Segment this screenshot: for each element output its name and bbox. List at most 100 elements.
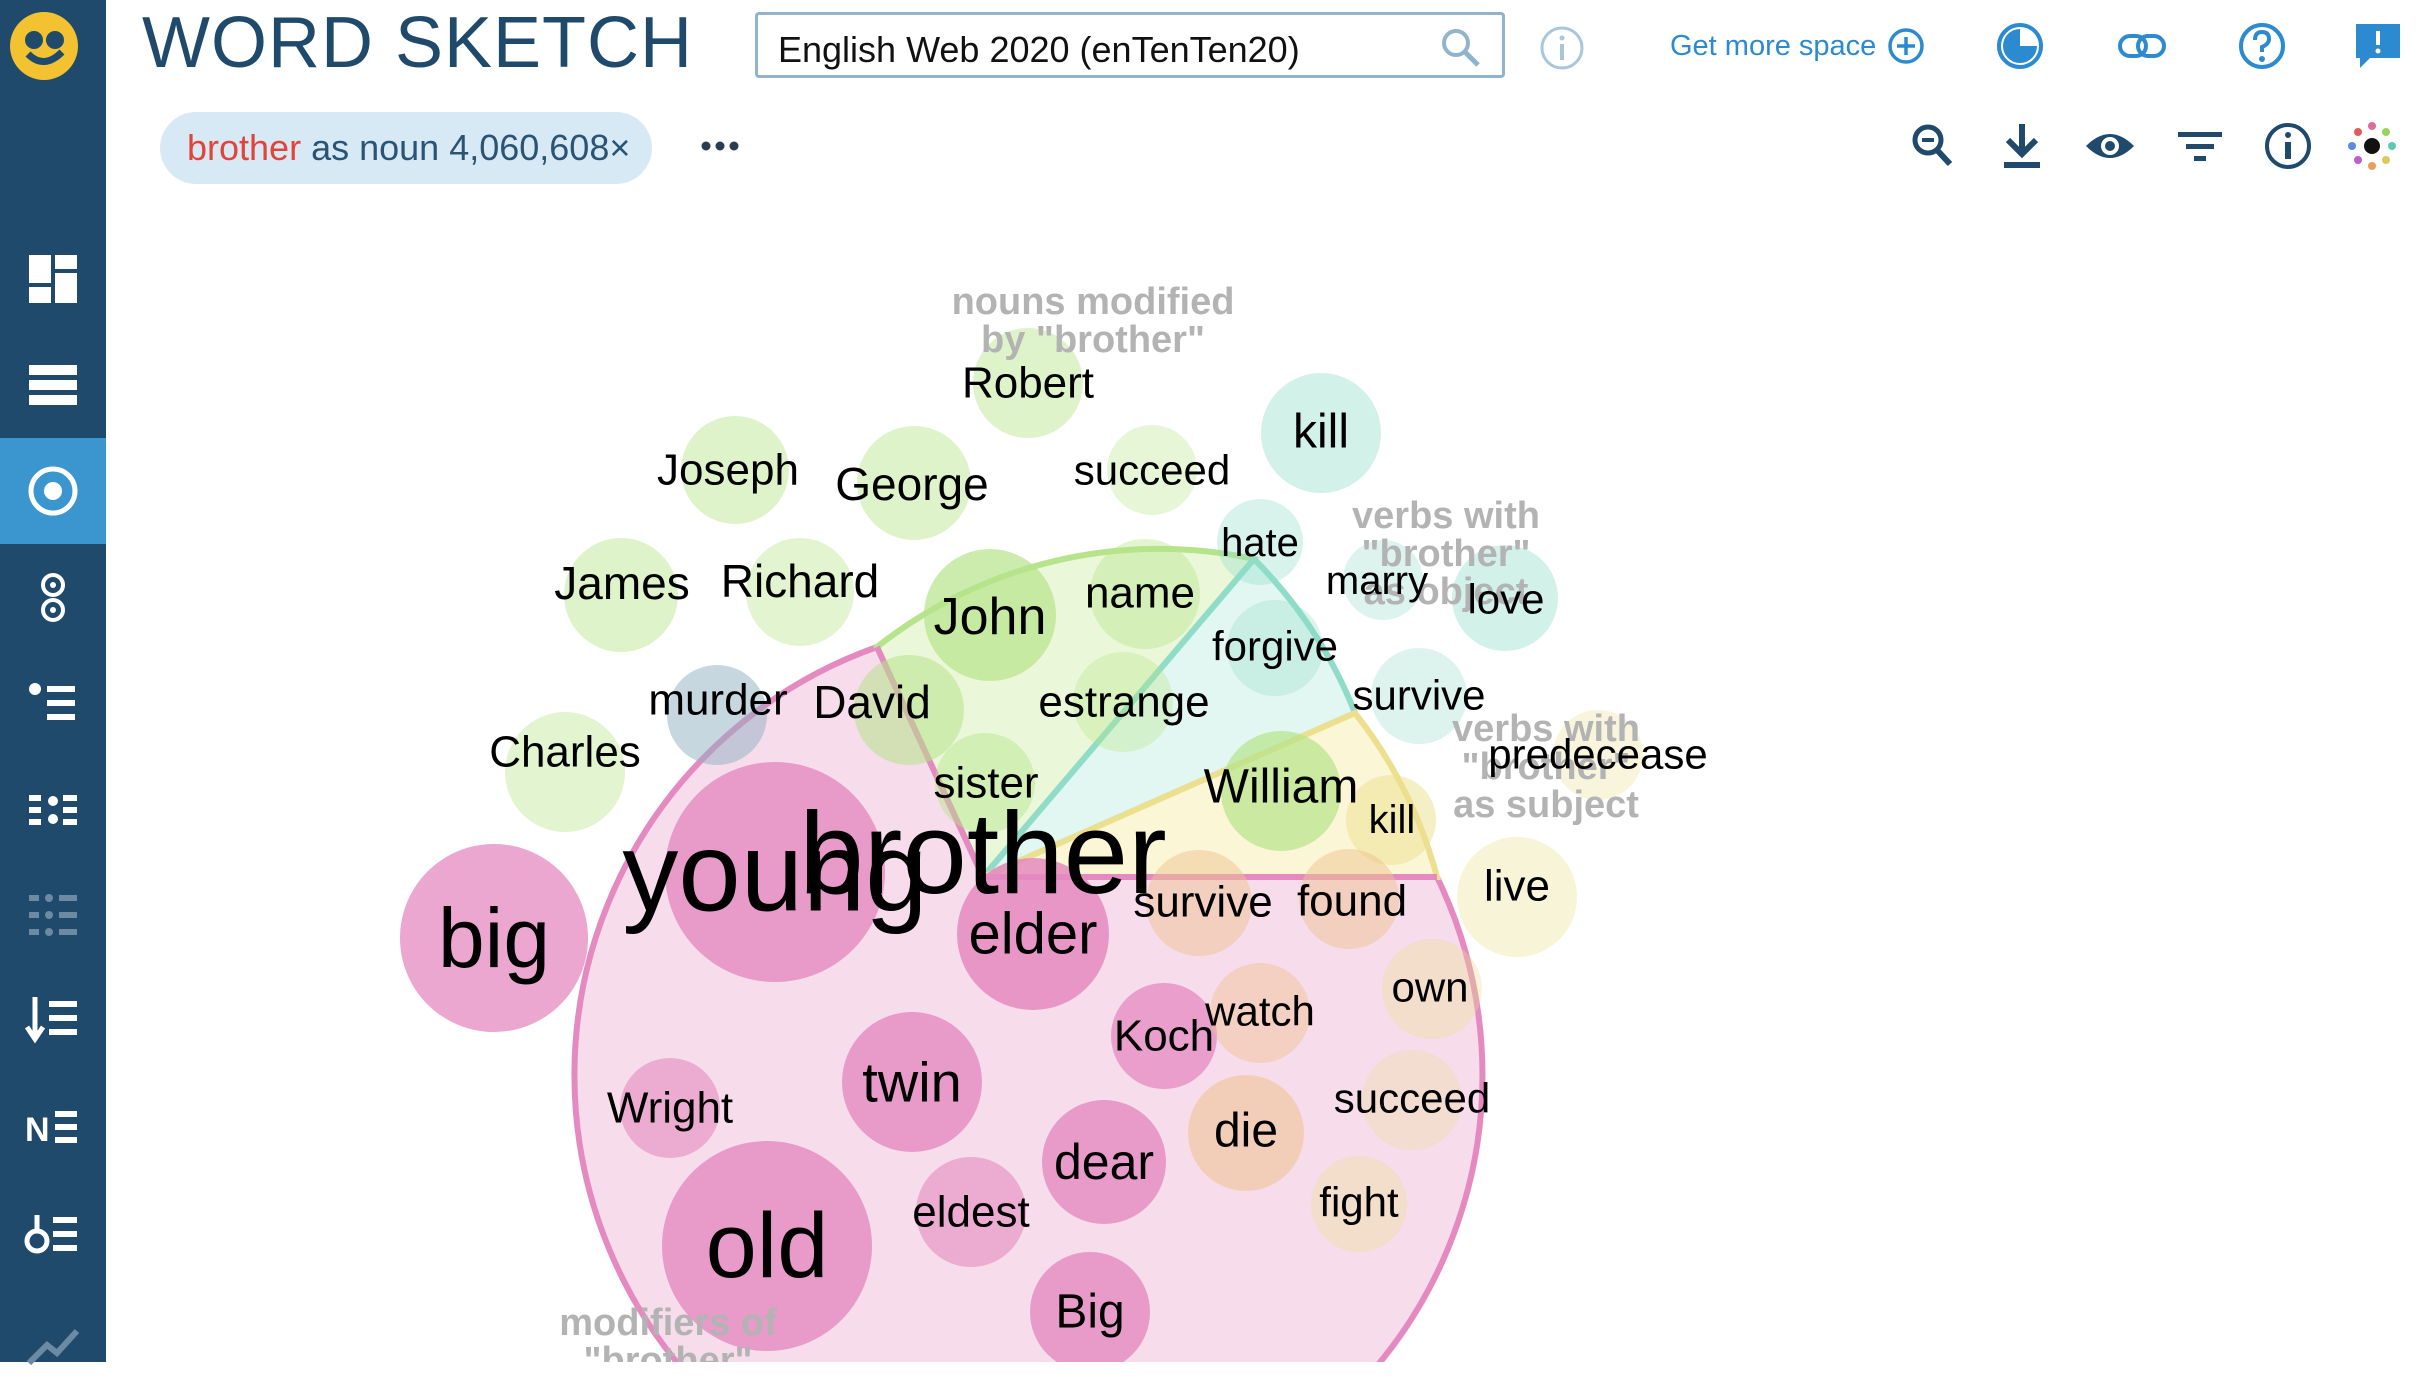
word-label[interactable]: estrange [1038,678,1209,727]
word-bubble[interactable] [620,1058,720,1158]
word-label[interactable]: James [554,557,689,609]
word-bubble[interactable] [1299,849,1399,949]
word-bubble[interactable] [1553,710,1643,800]
word-bubble[interactable] [1146,850,1252,956]
word-bubble[interactable] [916,1157,1026,1267]
sidebar-item-wordlist[interactable] [0,968,106,1074]
word-label[interactable]: Robert [962,359,1094,408]
word-bubble[interactable] [665,762,885,982]
word-bubble[interactable] [1210,963,1310,1063]
word-label[interactable]: kill [1369,798,1416,842]
sidebar-item-n-grams[interactable]: N [0,1074,106,1180]
sidebar-item-text-type-analysis[interactable] [0,1180,106,1286]
word-label[interactable]: sister [933,759,1038,808]
word-label[interactable]: hate [1221,521,1299,565]
word-bubble[interactable] [924,549,1056,681]
word-bubble[interactable] [1382,939,1482,1039]
word-bubble[interactable] [1188,1075,1304,1191]
corpus-info-icon[interactable] [1538,24,1586,72]
word-bubble[interactable] [400,844,588,1032]
word-label[interactable]: predecease [1488,731,1708,778]
word-label[interactable]: name [1085,569,1195,618]
filter-icon[interactable] [2174,120,2226,172]
theme-icon[interactable] [1994,20,2046,72]
word-label[interactable]: elder [969,902,1098,967]
word-label[interactable]: Koch [1114,1012,1214,1061]
word-label[interactable]: die [1214,1105,1278,1158]
word-bubble[interactable] [1030,1252,1150,1362]
word-label[interactable]: George [835,458,988,510]
word-bubble[interactable] [1217,499,1303,585]
word-label[interactable]: Richard [721,555,880,607]
word-label[interactable]: Big [1055,1286,1124,1339]
sidebar-item-concordance[interactable] [0,332,106,438]
word-bubble[interactable] [564,538,678,652]
word-bubble[interactable] [505,712,625,832]
word-bubble[interactable] [854,655,964,765]
sidebar-item-parallel-concordance[interactable] [0,756,106,862]
word-label[interactable]: own [1391,964,1468,1011]
word-bubble[interactable] [973,328,1083,438]
help-icon[interactable] [2236,20,2288,72]
sidebar-item-thesaurus[interactable] [0,650,106,756]
word-label[interactable]: David [813,676,931,728]
sidebar-item-word-sketch[interactable] [0,438,106,544]
sketch-engine-logo[interactable] [8,10,80,82]
view-icon[interactable] [2084,120,2136,172]
word-label[interactable]: eldest [912,1188,1029,1237]
word-bubble[interactable] [857,426,971,540]
word-bubble[interactable] [662,1141,872,1351]
info-icon[interactable] [2262,120,2314,172]
word-label[interactable]: twin [862,1051,962,1114]
word-bubble[interactable] [667,665,767,765]
word-label[interactable]: fight [1319,1179,1399,1226]
zoom-icon[interactable] [1906,120,1958,172]
more-options-icon[interactable] [697,126,743,166]
word-bubble[interactable] [1457,837,1577,957]
link-icon[interactable] [2116,20,2168,72]
query-chip[interactable]: brother as noun 4,060,608× [160,112,652,184]
word-label[interactable]: Charles [489,728,641,777]
word-bubble[interactable] [1090,539,1200,649]
word-label[interactable]: succeed [1334,1075,1490,1122]
word-bubble[interactable] [1452,545,1558,651]
word-label[interactable]: survive [1352,672,1485,719]
download-icon[interactable] [1996,120,2048,172]
word-bubble[interactable] [681,416,789,524]
word-label[interactable]: found [1297,877,1407,926]
word-bubble[interactable] [1261,373,1381,493]
word-label[interactable]: live [1484,862,1550,911]
word-bubble[interactable] [842,1012,982,1152]
feedback-icon[interactable] [2352,20,2404,72]
visualization-settings-icon[interactable] [2346,120,2398,172]
word-bubble[interactable] [1107,425,1197,515]
word-label[interactable]: William [1204,761,1359,814]
sidebar-item-trends[interactable] [0,1290,106,1396]
word-bubble[interactable] [957,858,1109,1010]
word-label[interactable]: marry [1326,559,1428,603]
word-label[interactable]: Wright [607,1084,733,1133]
word-label[interactable]: big [438,891,550,985]
word-label[interactable]: survive [1133,878,1272,927]
word-bubble[interactable] [1227,600,1323,696]
word-label[interactable]: Joseph [657,446,799,495]
word-label[interactable]: kill [1293,406,1349,459]
sidebar-item-keywords[interactable] [0,862,106,968]
word-bubble[interactable] [1371,648,1467,744]
word-bubble[interactable] [746,538,854,646]
word-bubble[interactable] [1073,652,1173,752]
word-label[interactable]: forgive [1212,623,1338,670]
word-bubble[interactable] [1042,1100,1166,1224]
word-bubble[interactable] [935,733,1035,833]
word-bubble[interactable] [1221,731,1341,851]
word-bubble[interactable] [1311,1156,1407,1252]
word-bubble[interactable] [1343,540,1423,620]
word-bubble[interactable] [1346,775,1436,865]
word-label[interactable]: old [706,1195,829,1297]
search-icon[interactable] [1438,25,1482,69]
word-label[interactable]: succeed [1074,447,1230,494]
word-label[interactable]: murder [648,676,787,725]
word-label[interactable]: love [1467,576,1544,623]
word-label[interactable]: dear [1054,1134,1154,1190]
word-bubble[interactable] [1111,983,1217,1089]
